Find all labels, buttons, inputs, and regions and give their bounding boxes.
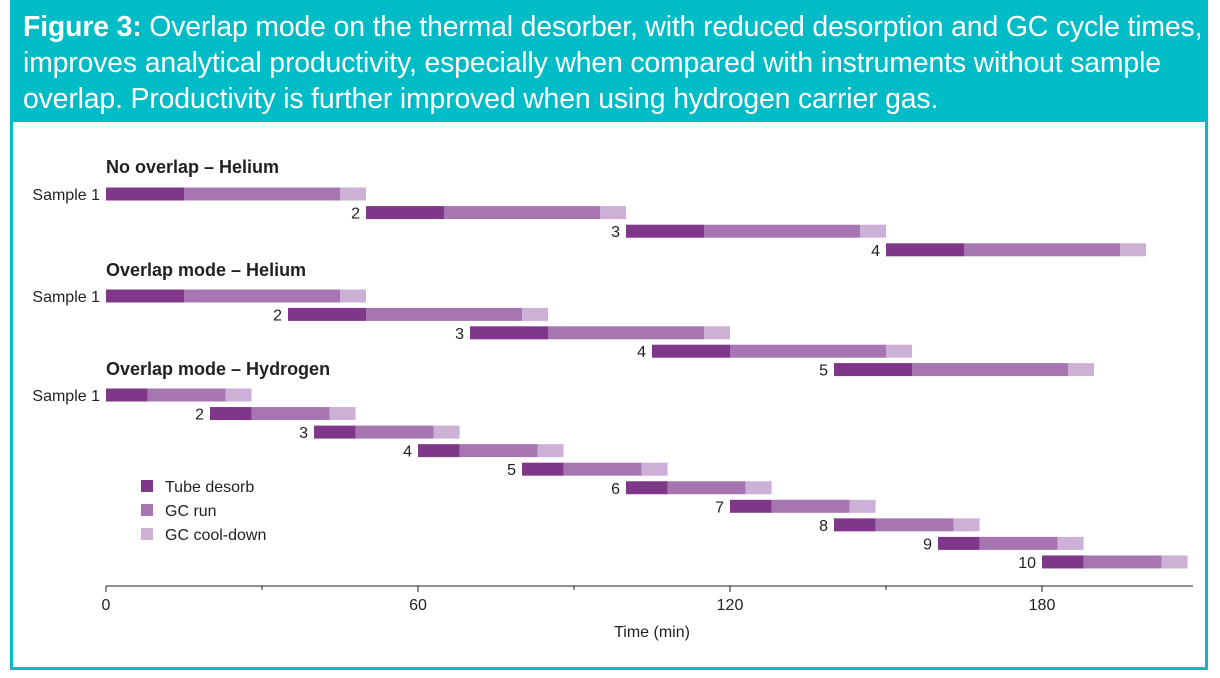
x-tick-label-0: 0: [102, 597, 111, 614]
group-3-sample-3-label: 3: [299, 425, 308, 442]
group-2-sample-1-desorb-bar: [106, 289, 184, 303]
group-3-sample-8-cooldown-bar: [953, 518, 980, 532]
group-3-sample-1-label: Sample 1: [32, 388, 100, 405]
group-2-sample-4-cooldown-bar: [886, 344, 912, 358]
group-3-sample-10-cooldown-bar: [1161, 555, 1188, 569]
group-2-sample-3-gc-run-bar: [548, 326, 704, 340]
legend-label-desorb: Tube desorb: [165, 479, 254, 496]
figure-label: Figure 3:: [23, 11, 142, 43]
group-3-sample-6-gc-run-bar: [667, 481, 746, 495]
legend-swatch-gc_run: [141, 504, 153, 516]
group-2-sample-1-label: Sample 1: [32, 289, 100, 306]
group-3-sample-4-desorb-bar: [418, 444, 460, 458]
group-3-sample-9-desorb-bar: [938, 536, 980, 550]
group-1-sample-1-desorb-bar: [106, 187, 184, 201]
group-3-sample-10-label: 10: [1018, 555, 1036, 572]
group-3-sample-8-desorb-bar: [834, 518, 876, 532]
group-2-sample-2-desorb-bar: [288, 307, 366, 321]
group-3-sample-2-gc-run-bar: [251, 407, 330, 421]
group-2-sample-4-desorb-bar: [652, 344, 730, 358]
group-2-sample-3-cooldown-bar: [704, 326, 730, 340]
group-2-sample-4-label: 4: [637, 344, 646, 361]
group-3-sample-8-gc-run-bar: [875, 518, 954, 532]
group-1-title: No overlap – Helium: [106, 157, 279, 177]
group-3-sample-1-gc-run-bar: [147, 388, 226, 402]
group-3-sample-9-label: 9: [923, 536, 932, 553]
group-1-sample-1-label: Sample 1: [32, 187, 100, 204]
group-2-sample-4-gc-run-bar: [730, 344, 886, 358]
group-3-sample-5-label: 5: [507, 462, 516, 479]
figure-caption: Figure 3: Overlap mode on the thermal de…: [13, 3, 1205, 122]
group-2-title: Overlap mode – Helium: [106, 260, 306, 280]
group-3-sample-3-desorb-bar: [314, 425, 356, 439]
group-3-sample-10-desorb-bar: [1042, 555, 1084, 569]
group-1-sample-2-gc-run-bar: [444, 206, 600, 220]
group-3-sample-9-cooldown-bar: [1057, 536, 1084, 550]
group-3-sample-2-label: 2: [195, 407, 204, 424]
legend-label-gc_run: GC run: [165, 503, 217, 520]
group-3-sample-4-gc-run-bar: [459, 444, 538, 458]
x-tick-label-180: 180: [1029, 597, 1056, 614]
group-1-sample-4-gc-run-bar: [964, 243, 1120, 257]
group-2-sample-3-label: 3: [455, 326, 464, 343]
group-1-sample-3-cooldown-bar: [860, 224, 886, 238]
x-tick-label-120: 120: [717, 597, 744, 614]
group-1-sample-3-label: 3: [611, 224, 620, 241]
group-1-sample-4-cooldown-bar: [1120, 243, 1146, 257]
group-3-sample-5-cooldown-bar: [641, 462, 668, 476]
group-3-sample-6-desorb-bar: [626, 481, 668, 495]
group-3-sample-7-label: 7: [715, 499, 724, 516]
group-1-sample-1-gc-run-bar: [184, 187, 340, 201]
group-2-sample-2-label: 2: [273, 307, 282, 324]
group-2-sample-2-gc-run-bar: [366, 307, 522, 321]
group-3-sample-10-gc-run-bar: [1083, 555, 1162, 569]
legend-swatch-cooldown: [141, 528, 153, 540]
group-3-sample-6-label: 6: [611, 481, 620, 498]
group-2-sample-1-gc-run-bar: [184, 289, 340, 303]
group-1-sample-2-desorb-bar: [366, 206, 444, 220]
figure-frame: Figure 3: Overlap mode on the thermal de…: [10, 0, 1208, 670]
group-3-sample-4-label: 4: [403, 444, 412, 461]
group-2-sample-5-gc-run-bar: [912, 363, 1068, 377]
x-axis-title: Time (min): [614, 624, 690, 641]
x-tick-label-60: 60: [409, 597, 427, 614]
group-3-sample-7-gc-run-bar: [771, 499, 850, 513]
legend-swatch-desorb: [141, 480, 153, 492]
group-3-sample-1-desorb-bar: [106, 388, 148, 402]
group-3-sample-4-cooldown-bar: [537, 444, 564, 458]
group-3-sample-7-desorb-bar: [730, 499, 772, 513]
group-3-sample-5-desorb-bar: [522, 462, 564, 476]
group-3-sample-7-cooldown-bar: [849, 499, 876, 513]
caption-text: Overlap mode on the thermal desorber, wi…: [23, 11, 1203, 115]
group-2-sample-2-cooldown-bar: [522, 307, 548, 321]
group-1-sample-4-desorb-bar: [886, 243, 964, 257]
group-1-sample-2-cooldown-bar: [600, 206, 626, 220]
group-1-sample-4-label: 4: [871, 243, 880, 260]
group-3-sample-9-gc-run-bar: [979, 536, 1058, 550]
group-3-sample-1-cooldown-bar: [225, 388, 252, 402]
group-3-sample-3-gc-run-bar: [355, 425, 434, 439]
group-3-sample-2-desorb-bar: [210, 407, 252, 421]
group-3-sample-5-gc-run-bar: [563, 462, 642, 476]
group-1-sample-2-label: 2: [351, 206, 360, 223]
group-2-sample-5-cooldown-bar: [1068, 363, 1094, 377]
group-1-sample-3-gc-run-bar: [704, 224, 860, 238]
group-3-sample-8-label: 8: [819, 518, 828, 535]
group-1-sample-1-cooldown-bar: [340, 187, 366, 201]
group-2-sample-5-desorb-bar: [834, 363, 912, 377]
group-3-sample-6-cooldown-bar: [745, 481, 772, 495]
group-2-sample-5-label: 5: [819, 363, 828, 380]
group-3-sample-2-cooldown-bar: [329, 407, 356, 421]
group-1-sample-3-desorb-bar: [626, 224, 704, 238]
legend-label-cooldown: GC cool-down: [165, 527, 266, 544]
group-2-sample-1-cooldown-bar: [340, 289, 366, 303]
group-2-sample-3-desorb-bar: [470, 326, 548, 340]
group-3-title: Overlap mode – Hydrogen: [106, 359, 330, 379]
group-3-sample-3-cooldown-bar: [433, 425, 460, 439]
